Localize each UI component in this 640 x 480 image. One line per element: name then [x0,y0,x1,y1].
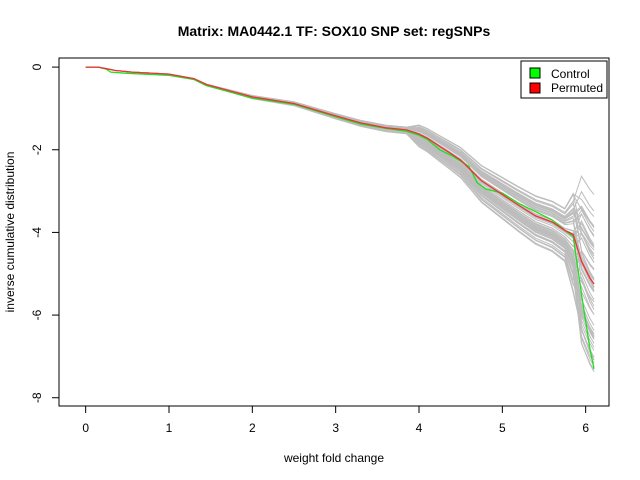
series-line-permuted [85,66,595,285]
x-tick-label: 2 [249,421,256,435]
x-axis-label: weight fold change [283,451,384,465]
x-axis: 0 1 2 3 4 5 6 [82,405,589,435]
legend-swatch-control [529,67,541,79]
legend-swatch-permuted [529,82,541,94]
y-tick-label: -2 [30,144,44,155]
y-axis: 0 -2 -4 -6 -8 [30,63,60,403]
legend-label-control: Control [551,67,590,81]
y-tick-label: -6 [30,309,44,320]
y-tick-label: -8 [30,392,44,403]
x-tick-label: 1 [166,421,173,435]
y-tick-label: -4 [30,227,44,238]
x-tick-label: 3 [332,421,339,435]
series-lines [85,66,595,369]
series-line-control [85,66,595,369]
y-axis-label: inverse cumulative distribution [3,152,17,313]
legend-label-permuted: Permuted [551,81,603,95]
x-tick-label: 0 [82,421,89,435]
x-tick-label: 4 [416,421,423,435]
legend: Control Permuted [520,60,608,99]
chart-title: Matrix: MA0442.1 TF: SOX10 SNP set: regS… [178,23,491,39]
x-tick-label: 5 [499,421,506,435]
x-tick-label: 6 [582,421,589,435]
y-tick-label: 0 [30,63,44,70]
